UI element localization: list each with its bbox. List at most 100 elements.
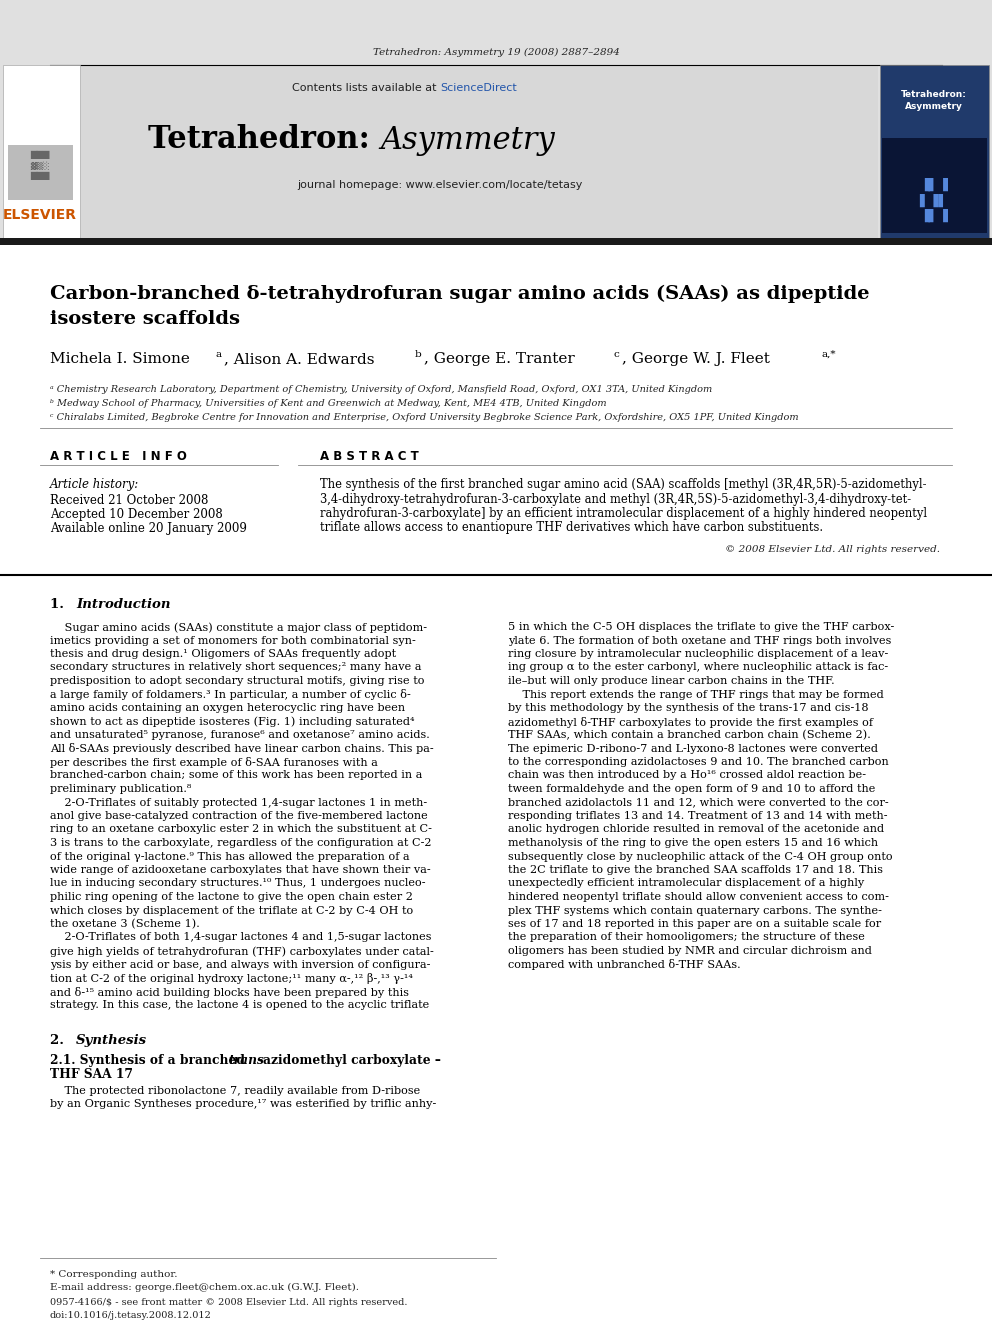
Text: a large family of foldamers.³ In particular, a number of cyclic δ-: a large family of foldamers.³ In particu… xyxy=(50,689,411,700)
Bar xyxy=(80,65,878,238)
Text: Article history:: Article history: xyxy=(50,478,139,491)
Text: give high yields of tetrahydrofuran (THF) carboxylates under catal-: give high yields of tetrahydrofuran (THF… xyxy=(50,946,434,957)
Text: Sugar amino acids (SAAs) constitute a major class of peptidom-: Sugar amino acids (SAAs) constitute a ma… xyxy=(50,622,427,632)
Text: c: c xyxy=(614,351,620,359)
Text: 1.: 1. xyxy=(50,598,73,611)
Text: Asymmetry: Asymmetry xyxy=(380,124,555,156)
Text: the oxetane 3 (Scheme 1).: the oxetane 3 (Scheme 1). xyxy=(50,919,199,929)
Text: anol give base-catalyzed contraction of the five-membered lactone: anol give base-catalyzed contraction of … xyxy=(50,811,428,822)
Text: the preparation of their homooligomers; the structure of these: the preparation of their homooligomers; … xyxy=(508,933,865,942)
Text: lue in inducing secondary structures.¹⁰ Thus, 1 undergoes nucleo-: lue in inducing secondary structures.¹⁰ … xyxy=(50,878,426,889)
Text: isostere scaffolds: isostere scaffolds xyxy=(50,310,240,328)
Text: tion at C-2 of the original hydroxy lactone;¹¹ many α-,¹² β-,¹³ γ-¹⁴: tion at C-2 of the original hydroxy lact… xyxy=(50,972,413,984)
Text: Synthesis: Synthesis xyxy=(76,1033,147,1046)
Bar xyxy=(880,65,989,238)
Text: of the original γ-lactone.⁹ This has allowed the preparation of a: of the original γ-lactone.⁹ This has all… xyxy=(50,852,410,861)
Text: 0957-4166/$ - see front matter © 2008 Elsevier Ltd. All rights reserved.: 0957-4166/$ - see front matter © 2008 El… xyxy=(50,1298,408,1307)
Text: ylate 6. The formation of both oxetane and THF rings both involves: ylate 6. The formation of both oxetane a… xyxy=(508,635,892,646)
Text: a,*: a,* xyxy=(821,351,835,359)
Text: hindered neopentyl triflate should allow convenient access to com-: hindered neopentyl triflate should allow… xyxy=(508,892,889,902)
Text: branched-carbon chain; some of this work has been reported in a: branched-carbon chain; some of this work… xyxy=(50,770,423,781)
Text: 3,4-dihydroxy-tetrahydrofuran-3-carboxylate and methyl (3R,4R,5S)-5-azidomethyl-: 3,4-dihydroxy-tetrahydrofuran-3-carboxyl… xyxy=(320,492,911,505)
Text: Contents lists available at: Contents lists available at xyxy=(292,83,440,93)
Text: oligomers has been studied by NMR and circular dichroism and: oligomers has been studied by NMR and ci… xyxy=(508,946,872,957)
Bar xyxy=(8,146,73,200)
Text: unexpectedly efficient intramolecular displacement of a highly: unexpectedly efficient intramolecular di… xyxy=(508,878,864,889)
Text: ███
▓▒░
███: ███ ▓▒░ ███ xyxy=(30,149,50,180)
Text: the 2C triflate to give the branched SAA scaffolds 17 and 18. This: the 2C triflate to give the branched SAA… xyxy=(508,865,883,875)
Text: philic ring opening of the lactone to give the open chain ester 2: philic ring opening of the lactone to gi… xyxy=(50,892,413,902)
Text: , Alison A. Edwards: , Alison A. Edwards xyxy=(224,352,375,366)
Text: Carbon-branched δ-tetrahydrofuran sugar amino acids (SAAs) as dipeptide: Carbon-branched δ-tetrahydrofuran sugar … xyxy=(50,284,870,303)
Text: Tetrahedron:
Asymmetry: Tetrahedron: Asymmetry xyxy=(901,90,967,111)
Text: THF SAAs, which contain a branched carbon chain (Scheme 2).: THF SAAs, which contain a branched carbo… xyxy=(508,730,871,741)
Text: Introduction: Introduction xyxy=(76,598,171,611)
Text: ile–but will only produce linear carbon chains in the THF.: ile–but will only produce linear carbon … xyxy=(508,676,834,687)
Text: 2-O-Triflates of suitably protected 1,4-sugar lactones 1 in meth-: 2-O-Triflates of suitably protected 1,4-… xyxy=(50,798,428,807)
Text: a: a xyxy=(216,351,222,359)
Text: Michela I. Simone: Michela I. Simone xyxy=(50,352,189,366)
Text: ᵇ Medway School of Pharmacy, Universities of Kent and Greenwich at Medway, Kent,: ᵇ Medway School of Pharmacy, Universitie… xyxy=(50,400,607,407)
Text: ᶜ Chiralabs Limited, Begbroke Centre for Innovation and Enterprise, Oxford Unive: ᶜ Chiralabs Limited, Begbroke Centre for… xyxy=(50,413,799,422)
Text: journal homepage: www.elsevier.com/locate/tetasy: journal homepage: www.elsevier.com/locat… xyxy=(298,180,582,191)
Text: Available online 20 January 2009: Available online 20 January 2009 xyxy=(50,523,247,534)
Text: and δ-¹⁵ amino acid building blocks have been prepared by this: and δ-¹⁵ amino acid building blocks have… xyxy=(50,987,409,998)
Text: subsequently close by nucleophilic attack of the C-4 OH group onto: subsequently close by nucleophilic attac… xyxy=(508,852,893,861)
Text: responding triflates 13 and 14. Treatment of 13 and 14 with meth-: responding triflates 13 and 14. Treatmen… xyxy=(508,811,888,822)
Text: 5 in which the C-5 OH displaces the triflate to give the THF carbox-: 5 in which the C-5 OH displaces the trif… xyxy=(508,622,894,632)
Text: ring closure by intramolecular nucleophilic displacement of a leav-: ring closure by intramolecular nucleophi… xyxy=(508,650,888,659)
Bar xyxy=(3,65,80,238)
Text: Received 21 October 2008: Received 21 October 2008 xyxy=(50,493,208,507)
Text: Tetrahedron: Asymmetry 19 (2008) 2887–2894: Tetrahedron: Asymmetry 19 (2008) 2887–28… xyxy=(373,48,619,57)
Text: thesis and drug design.¹ Oligomers of SAAs frequently adopt: thesis and drug design.¹ Oligomers of SA… xyxy=(50,650,396,659)
Text: per describes the first example of δ-SAA furanoses with a: per describes the first example of δ-SAA… xyxy=(50,757,378,767)
Text: and unsaturated⁵ pyranose, furanose⁶ and oxetanose⁷ amino acids.: and unsaturated⁵ pyranose, furanose⁶ and… xyxy=(50,730,430,740)
Text: which closes by displacement of the triflate at C-2 by C-4 OH to: which closes by displacement of the trif… xyxy=(50,905,414,916)
Bar xyxy=(0,0,992,245)
Text: 2.1. Synthesis of a branched: 2.1. Synthesis of a branched xyxy=(50,1053,249,1066)
Text: , George W. J. Fleet: , George W. J. Fleet xyxy=(622,352,770,366)
Text: to the corresponding azidolactoses 9 and 10. The branched carbon: to the corresponding azidolactoses 9 and… xyxy=(508,757,889,767)
Text: 2.: 2. xyxy=(50,1033,73,1046)
Text: preliminary publication.⁸: preliminary publication.⁸ xyxy=(50,785,191,794)
Text: branched azidolactols 11 and 12, which were converted to the cor-: branched azidolactols 11 and 12, which w… xyxy=(508,798,889,807)
Text: trans: trans xyxy=(228,1053,264,1066)
Text: ELSEVIER: ELSEVIER xyxy=(3,208,77,222)
Text: methanolysis of the ring to give the open esters 15 and 16 which: methanolysis of the ring to give the ope… xyxy=(508,837,878,848)
Text: © 2008 Elsevier Ltd. All rights reserved.: © 2008 Elsevier Ltd. All rights reserved… xyxy=(725,545,940,554)
Text: Tetrahedron:: Tetrahedron: xyxy=(148,124,380,156)
Text: THF SAA 17: THF SAA 17 xyxy=(50,1068,133,1081)
Text: * Corresponding author.: * Corresponding author. xyxy=(50,1270,178,1279)
Text: shown to act as dipeptide isosteres (Fig. 1) including saturated⁴: shown to act as dipeptide isosteres (Fig… xyxy=(50,717,415,728)
Text: imetics providing a set of monomers for both combinatorial syn-: imetics providing a set of monomers for … xyxy=(50,635,416,646)
Text: ysis by either acid or base, and always with inversion of configura-: ysis by either acid or base, and always … xyxy=(50,959,431,970)
Text: tween formaldehyde and the open form of 9 and 10 to afford the: tween formaldehyde and the open form of … xyxy=(508,785,875,794)
Text: ᵃ Chemistry Research Laboratory, Department of Chemistry, University of Oxford, : ᵃ Chemistry Research Laboratory, Departm… xyxy=(50,385,712,394)
Text: The protected ribonolactone 7, readily available from D-ribose: The protected ribonolactone 7, readily a… xyxy=(50,1086,421,1095)
Text: ing group α to the ester carbonyl, where nucleophilic attack is fac-: ing group α to the ester carbonyl, where… xyxy=(508,663,888,672)
Text: A R T I C L E   I N F O: A R T I C L E I N F O xyxy=(50,450,186,463)
Text: plex THF systems which contain quaternary carbons. The synthe-: plex THF systems which contain quaternar… xyxy=(508,905,882,916)
Text: Accepted 10 December 2008: Accepted 10 December 2008 xyxy=(50,508,223,521)
Text: -azidomethyl carboxylate –: -azidomethyl carboxylate – xyxy=(258,1053,440,1066)
Text: triflate allows access to enantiopure THF derivatives which have carbon substitu: triflate allows access to enantiopure TH… xyxy=(320,521,823,534)
Text: All δ-SAAs previously described have linear carbon chains. This pa-: All δ-SAAs previously described have lin… xyxy=(50,744,434,754)
Text: wide range of azidooxetane carboxylates that have shown their va-: wide range of azidooxetane carboxylates … xyxy=(50,865,431,875)
Text: ses of 17 and 18 reported in this paper are on a suitable scale for: ses of 17 and 18 reported in this paper … xyxy=(508,919,881,929)
Bar xyxy=(882,138,987,233)
Text: by this methodology by the synthesis of the trans-17 and cis-18: by this methodology by the synthesis of … xyxy=(508,703,869,713)
Text: 3 is trans to the carboxylate, regardless of the configuration at C-2: 3 is trans to the carboxylate, regardles… xyxy=(50,837,432,848)
Text: chain was then introduced by a Ho¹⁶ crossed aldol reaction be-: chain was then introduced by a Ho¹⁶ cros… xyxy=(508,770,866,781)
Text: ring to an oxetane carboxylic ester 2 in which the substituent at C-: ring to an oxetane carboxylic ester 2 in… xyxy=(50,824,432,835)
Text: b: b xyxy=(415,351,422,359)
Text: ScienceDirect: ScienceDirect xyxy=(440,83,517,93)
Text: The synthesis of the first branched sugar amino acid (SAA) scaffolds [methyl (3R: The synthesis of the first branched suga… xyxy=(320,478,927,491)
Text: amino acids containing an oxygen heterocyclic ring have been: amino acids containing an oxygen heteroc… xyxy=(50,703,405,713)
Text: 2-O-Triflates of both 1,4-sugar lactones 4 and 1,5-sugar lactones: 2-O-Triflates of both 1,4-sugar lactones… xyxy=(50,933,432,942)
Text: anolic hydrogen chloride resulted in removal of the acetonide and: anolic hydrogen chloride resulted in rem… xyxy=(508,824,884,835)
Text: compared with unbranched δ-THF SAAs.: compared with unbranched δ-THF SAAs. xyxy=(508,959,741,971)
Text: by an Organic Syntheses procedure,¹⁷ was esterified by triflic anhy-: by an Organic Syntheses procedure,¹⁷ was… xyxy=(50,1099,436,1109)
Text: rahydrofuran-3-carboxylate] by an efficient intramolecular displacement of a hig: rahydrofuran-3-carboxylate] by an effici… xyxy=(320,507,928,520)
Text: E-mail address: george.fleet@chem.ox.ac.uk (G.W.J. Fleet).: E-mail address: george.fleet@chem.ox.ac.… xyxy=(50,1283,359,1293)
Text: azidomethyl δ-THF carboxylates to provide the first examples of: azidomethyl δ-THF carboxylates to provid… xyxy=(508,717,873,728)
